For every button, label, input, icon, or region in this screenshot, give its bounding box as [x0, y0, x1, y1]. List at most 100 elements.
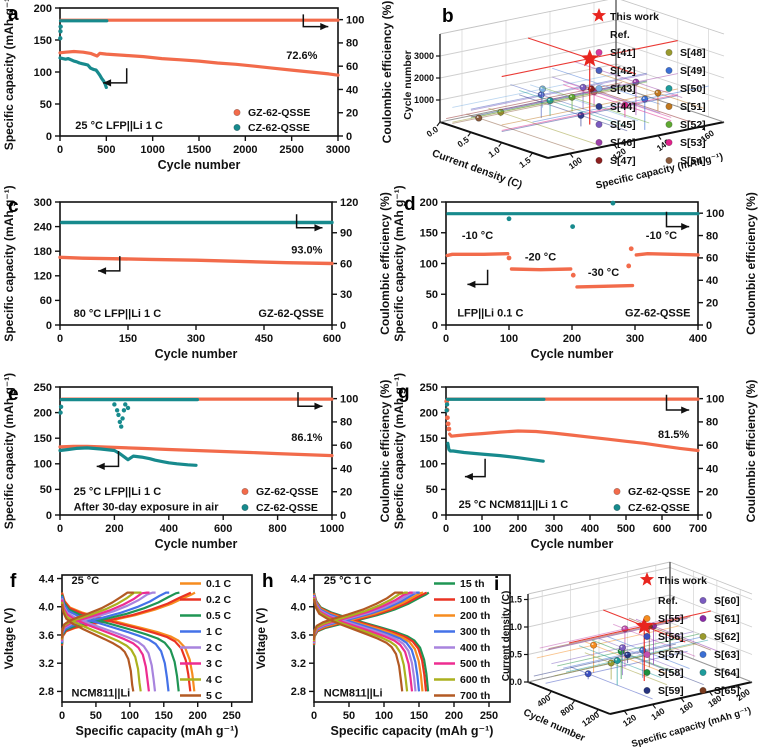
- svg-text:Specific capacity (mAh g⁻¹): Specific capacity (mAh g⁻¹): [2, 373, 16, 529]
- svg-text:100: 100: [34, 67, 52, 79]
- svg-text:150: 150: [420, 228, 438, 240]
- svg-text:600: 600: [214, 523, 232, 535]
- svg-text:0: 0: [57, 144, 63, 156]
- svg-text:500: 500: [97, 144, 115, 156]
- svg-text:1500: 1500: [187, 144, 211, 156]
- svg-text:200: 200: [509, 523, 527, 535]
- svg-text:90: 90: [340, 228, 352, 240]
- svg-text:Specific capacity (mAh g⁻¹): Specific capacity (mAh g⁻¹): [76, 724, 239, 738]
- svg-text:60: 60: [340, 258, 352, 270]
- svg-text:3000: 3000: [414, 51, 434, 61]
- svg-text:Coulombic efficiency (%): Coulombic efficiency (%): [744, 380, 758, 523]
- svg-text:Specific capacity (mAh g⁻¹): Specific capacity (mAh g⁻¹): [2, 185, 16, 341]
- svg-text:Specific capacity (mAh g⁻¹): Specific capacity (mAh g⁻¹): [630, 705, 752, 747]
- svg-text:This work: This work: [658, 575, 707, 587]
- svg-text:CZ-62-QSSE: CZ-62-QSSE: [248, 122, 310, 134]
- svg-text:S[59]: S[59]: [658, 685, 684, 697]
- svg-text:2 C: 2 C: [206, 642, 223, 654]
- panel-d-low-temperature-cycling: 0 100 200 300 400 Cycle number 0 50 100 150 200 Spe…: [390, 185, 764, 377]
- panel-letter-h: h: [262, 571, 274, 592]
- svg-text:GZ-62-QSSE: GZ-62-QSSE: [256, 486, 318, 498]
- svg-text:1.5: 1.5: [517, 155, 533, 170]
- svg-text:50: 50: [426, 484, 438, 496]
- svg-text:800: 800: [558, 702, 576, 718]
- svg-text:400: 400: [160, 523, 178, 535]
- svg-text:-20 °C: -20 °C: [525, 251, 556, 263]
- svg-text:20: 20: [706, 487, 718, 499]
- panel-letter-c: c: [8, 196, 19, 217]
- svg-text:93.0%: 93.0%: [291, 245, 322, 257]
- svg-text:300: 300: [187, 333, 205, 345]
- svg-text:4.4: 4.4: [291, 573, 307, 585]
- svg-text:150: 150: [420, 433, 438, 445]
- svg-text:3 C: 3 C: [206, 658, 223, 670]
- svg-text:80: 80: [346, 38, 358, 50]
- svg-text:100: 100: [500, 333, 518, 345]
- svg-text:600 th: 600 th: [460, 674, 490, 686]
- svg-text:0.0: 0.0: [509, 677, 522, 687]
- svg-text:250: 250: [34, 382, 52, 394]
- svg-text:100: 100: [121, 710, 139, 722]
- svg-text:Voltage (V): Voltage (V): [254, 608, 268, 670]
- svg-text:0: 0: [46, 510, 52, 522]
- svg-text:400: 400: [689, 333, 707, 345]
- svg-text:100: 100: [34, 459, 52, 471]
- panel-e-cycling-after-air-exposure: 0 200 400 600 800 1000 Cycle number 0 50 100 150 20…: [0, 373, 398, 565]
- svg-text:S[42]: S[42]: [610, 65, 636, 77]
- svg-text:S[44]: S[44]: [610, 101, 636, 113]
- chart-panel-h: 0 50 100 150 200 250 Specific capacity (mAh g⁻…: [254, 573, 511, 738]
- svg-text:Coulombic efficiency (%): Coulombic efficiency (%): [380, 1, 394, 144]
- svg-text:Cycle number: Cycle number: [522, 707, 587, 744]
- svg-text:2000: 2000: [414, 73, 434, 83]
- svg-text:400 th: 400 th: [460, 642, 490, 654]
- svg-text:Cycle number: Cycle number: [155, 537, 238, 551]
- svg-text:500: 500: [617, 523, 635, 535]
- svg-text:50: 50: [40, 484, 52, 496]
- svg-text:250: 250: [420, 382, 438, 394]
- svg-text:0: 0: [706, 320, 712, 332]
- svg-text:3000: 3000: [326, 144, 350, 156]
- svg-text:4.0: 4.0: [39, 602, 54, 614]
- svg-text:S[52]: S[52]: [680, 119, 706, 131]
- svg-text:S[41]: S[41]: [610, 47, 636, 59]
- svg-text:50: 50: [343, 710, 355, 722]
- panel-g-cycling-ncm811: 0 100 200 300 400 500 600 700 Cycle number 0 50 100…: [390, 373, 764, 565]
- svg-text:Cycle number: Cycle number: [531, 347, 614, 361]
- svg-text:S[55]: S[55]: [658, 613, 684, 625]
- svg-text:700 th: 700 th: [460, 690, 490, 702]
- svg-text:Current density (C): Current density (C): [430, 147, 523, 190]
- svg-text:0: 0: [706, 510, 712, 522]
- svg-text:4.0: 4.0: [291, 602, 306, 614]
- svg-text:GZ-62-QSSE: GZ-62-QSSE: [628, 486, 690, 498]
- svg-text:Cycle number: Cycle number: [531, 537, 614, 551]
- svg-text:3.2: 3.2: [39, 658, 54, 670]
- svg-text:180: 180: [34, 246, 52, 258]
- panel-letter-f: f: [10, 571, 17, 592]
- svg-text:S[49]: S[49]: [680, 65, 706, 77]
- svg-text:300: 300: [626, 333, 644, 345]
- svg-text:1.0: 1.0: [509, 622, 522, 632]
- svg-text:S[48]: S[48]: [680, 47, 706, 59]
- svg-text:100: 100: [346, 14, 364, 26]
- svg-text:50: 50: [40, 99, 52, 111]
- svg-text:450: 450: [255, 333, 273, 345]
- svg-text:200: 200: [563, 333, 581, 345]
- svg-text:150: 150: [410, 710, 428, 722]
- svg-text:0: 0: [311, 710, 317, 722]
- svg-text:2.8: 2.8: [39, 686, 54, 698]
- svg-text:240: 240: [34, 221, 52, 233]
- svg-text:0.5: 0.5: [509, 650, 522, 660]
- svg-text:This work: This work: [610, 11, 659, 23]
- panel-b-3d-comparison-lfp: 1000 2000 3000 0.0 0.5 1.0 1.5 100 120 140 160 Curr…: [398, 0, 764, 190]
- svg-text:60: 60: [706, 253, 718, 265]
- svg-text:300: 300: [545, 523, 563, 535]
- svg-text:200: 200: [34, 407, 52, 419]
- panel-c-cycling-lfp-80c: 0 150 300 450 600 Cycle number 0 60 120 180 240 300…: [0, 185, 398, 377]
- panel-f-rate-voltage-profiles: 0 50 100 150 200 250 Specific capacity (mAh g⁻…: [0, 565, 264, 747]
- svg-text:150: 150: [34, 433, 52, 445]
- svg-text:250: 250: [222, 710, 240, 722]
